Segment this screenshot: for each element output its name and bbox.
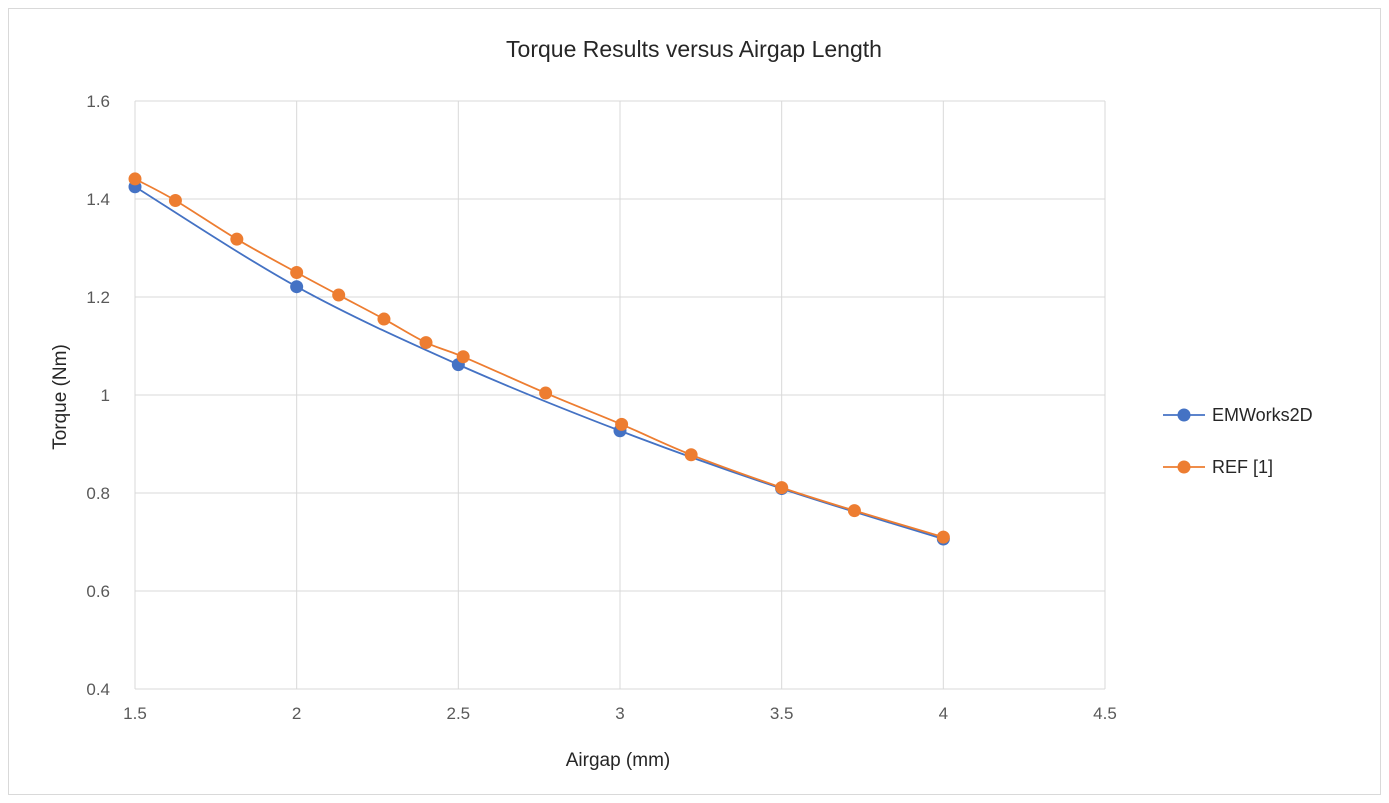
series-ref-1 (128, 172, 950, 544)
series-emworks2d (128, 180, 950, 546)
y-tick-label: 1.6 (86, 92, 110, 111)
data-point-ref-1 (847, 504, 861, 518)
x-tick-label: 2.5 (447, 704, 471, 723)
x-tick-label: 4 (939, 704, 948, 723)
legend-marker-emworks2d (1177, 408, 1191, 422)
x-tick-label: 4.5 (1093, 704, 1117, 723)
chart-svg: Torque Results versus Airgap Length 1.5 2… (50, 36, 1313, 771)
y-tick-label: 1.4 (86, 190, 110, 209)
data-point-ref-1 (168, 193, 182, 207)
chart-area: Torque Results versus Airgap Length 1.5 2… (8, 8, 1381, 795)
data-point-ref-1 (615, 417, 629, 431)
x-tick-label: 2 (292, 704, 301, 723)
y-tick-label: 0.8 (86, 484, 110, 503)
grid (134, 100, 1106, 690)
chart-title: Torque Results versus Airgap Length (506, 36, 882, 62)
legend-item-emworks2d: EMWorks2D (1163, 405, 1313, 425)
legend: EMWorks2D REF [1] (1163, 405, 1313, 477)
y-tick-label: 0.4 (86, 680, 110, 699)
data-point-ref-1 (684, 448, 698, 462)
x-tick-label: 3.5 (770, 704, 794, 723)
x-tick-label: 1.5 (123, 704, 147, 723)
data-point-ref-1 (456, 350, 470, 364)
y-tick-label: 1 (101, 386, 110, 405)
legend-item-ref-1: REF [1] (1163, 457, 1273, 477)
data-point-ref-1 (332, 288, 346, 302)
y-axis-title: Torque (Nm) (50, 344, 71, 450)
legend-label-ref-1: REF [1] (1212, 457, 1273, 477)
legend-marker-ref-1 (1177, 460, 1191, 474)
axis-ticks: 1.5 2 2.5 3 3.5 4 4.5 0.4 0.6 0.8 1 1.2 1.4 1.6 (86, 92, 1116, 723)
data-point-ref-1 (936, 530, 950, 544)
y-tick-label: 0.6 (86, 582, 110, 601)
data-point-ref-1 (419, 336, 433, 350)
data-point-ref-1 (128, 172, 142, 186)
data-point-ref-1 (539, 386, 553, 400)
data-point-ref-1 (377, 312, 391, 326)
plot-area (128, 172, 950, 546)
data-point-ref-1 (775, 481, 789, 495)
data-point-ref-1 (290, 266, 304, 279)
data-point-emworks2d (290, 280, 304, 294)
legend-label-emworks2d: EMWorks2D (1212, 405, 1313, 425)
x-tick-label: 3 (615, 704, 624, 723)
y-tick-label: 1.2 (86, 288, 110, 307)
series-line-emworks2d (134, 185, 944, 540)
x-axis-title: Airgap (mm) (566, 750, 671, 771)
data-point-ref-1 (230, 232, 244, 246)
series-line-ref-1 (134, 178, 944, 538)
